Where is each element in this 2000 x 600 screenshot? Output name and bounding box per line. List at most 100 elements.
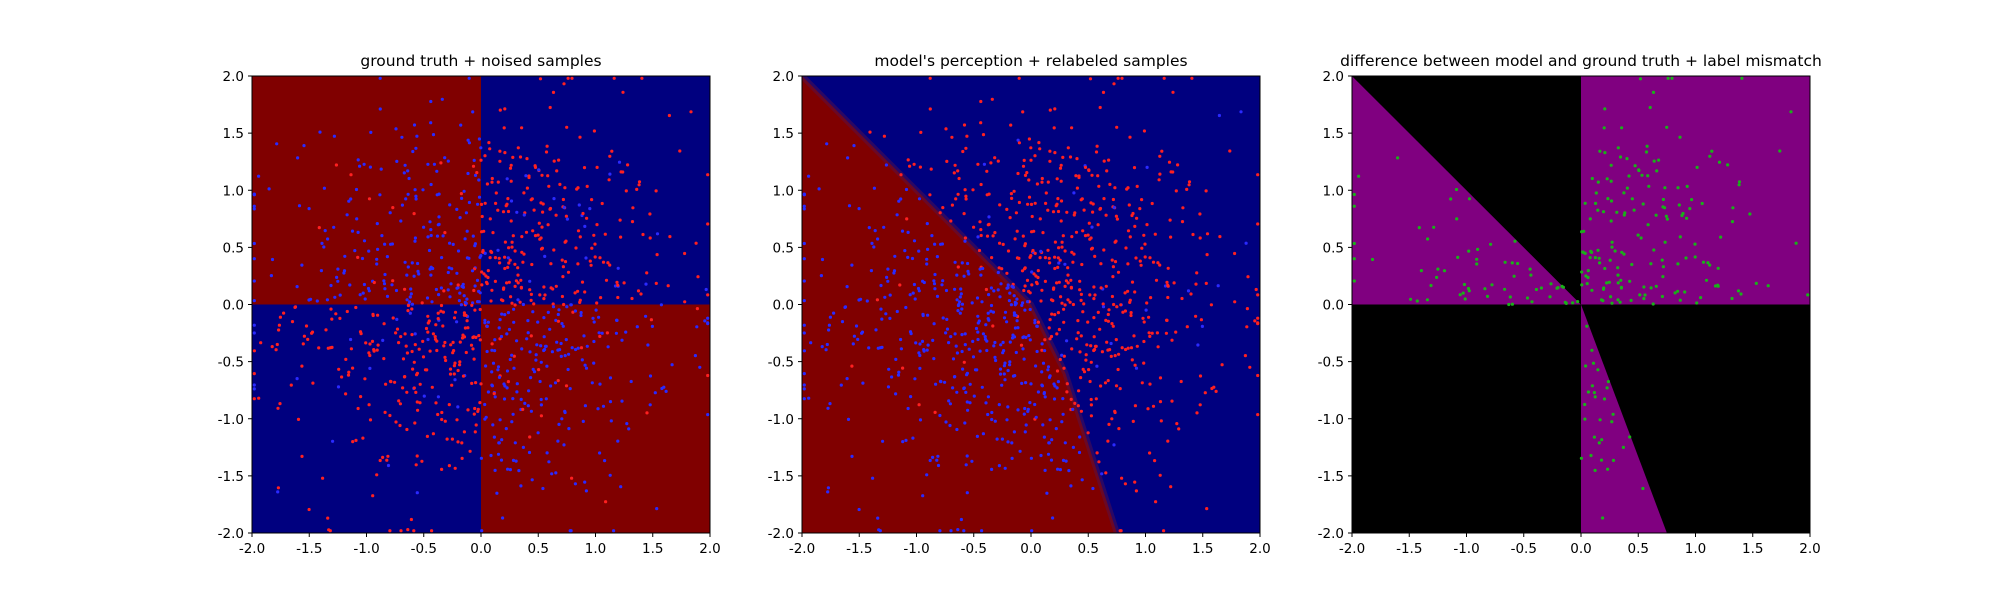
- scatter-point: [1166, 283, 1170, 287]
- scatter-point: [960, 333, 964, 337]
- scatter-point: [1643, 293, 1647, 297]
- scatter-point: [593, 255, 597, 259]
- y-tick-label: 0.0: [773, 298, 794, 314]
- scatter-point: [507, 280, 511, 284]
- scatter-point: [1596, 208, 1600, 212]
- scatter-point: [879, 307, 883, 311]
- scatter-point: [475, 171, 479, 175]
- scatter-point: [434, 287, 438, 292]
- scatter-point: [1028, 255, 1032, 259]
- scatter-point: [1036, 390, 1040, 394]
- scatter-point: [483, 251, 487, 255]
- x-tick-label: 0.5: [1078, 541, 1099, 557]
- plot-area: [1352, 76, 1810, 533]
- scatter-point: [252, 193, 256, 197]
- scatter-point: [949, 219, 953, 223]
- scatter-point: [1170, 338, 1174, 342]
- scatter-point: [1124, 246, 1128, 250]
- scatter-point: [694, 241, 698, 245]
- scatter-point: [1132, 334, 1136, 338]
- scatter-point: [621, 90, 625, 94]
- scatter-point: [450, 267, 454, 271]
- scatter-point: [363, 377, 367, 381]
- scatter-point: [1102, 159, 1106, 163]
- scatter-point: [367, 403, 371, 407]
- scatter-point: [414, 390, 418, 394]
- scatter-point: [336, 279, 340, 283]
- scatter-point: [552, 159, 556, 163]
- scatter-point: [1508, 295, 1512, 299]
- scatter-point: [1599, 458, 1604, 462]
- scatter-point: [430, 385, 434, 389]
- scatter-point: [977, 319, 981, 323]
- scatter-point: [1046, 368, 1050, 372]
- scatter-point: [1026, 300, 1030, 304]
- scatter-point: [1106, 312, 1110, 317]
- scatter-point: [1592, 391, 1596, 395]
- scatter-point: [1006, 440, 1010, 444]
- scatter-point: [398, 402, 402, 406]
- scatter-point: [1622, 252, 1626, 256]
- scatter-point: [477, 334, 481, 338]
- scatter-point: [537, 221, 541, 225]
- scatter-point: [1057, 246, 1061, 250]
- scatter-point: [1228, 149, 1232, 153]
- scatter-point: [408, 311, 412, 315]
- scatter-point: [1072, 213, 1076, 217]
- scatter-point: [535, 343, 539, 347]
- scatter-point: [539, 414, 544, 418]
- scatter-point: [1010, 441, 1014, 445]
- scatter-point: [565, 305, 569, 309]
- scatter-point: [562, 302, 566, 307]
- scatter-point: [1134, 489, 1138, 493]
- scatter-point: [706, 373, 710, 378]
- scatter-point: [513, 249, 517, 253]
- scatter-point: [578, 300, 582, 304]
- scatter-point: [1620, 126, 1624, 130]
- scatter-point: [1628, 435, 1632, 439]
- scatter-point: [564, 214, 569, 218]
- scatter-point: [1005, 320, 1009, 324]
- y-tick-label: -1.0: [1318, 412, 1344, 428]
- scatter-point: [592, 320, 596, 324]
- scatter-point: [1589, 249, 1593, 253]
- scatter-point: [1069, 286, 1073, 290]
- panel-ground-truth: -2.0 -1.5 -1.0 -0.5 0.0 0.5 1.0 1.5 2.0-2.0-1.5-…: [218, 52, 721, 557]
- scatter-point: [1593, 468, 1597, 472]
- scatter-point: [1039, 299, 1043, 303]
- scatter-point: [963, 188, 967, 192]
- scatter-point: [351, 440, 355, 444]
- scatter-point: [505, 332, 509, 336]
- scatter-point: [850, 364, 854, 368]
- scatter-point: [1060, 353, 1064, 357]
- scatter-point: [1593, 395, 1597, 399]
- scatter-point: [495, 491, 499, 495]
- scatter-point: [503, 151, 507, 155]
- scatter-point: [1015, 297, 1019, 301]
- scatter-point: [1602, 126, 1606, 130]
- scatter-point: [935, 294, 940, 298]
- scatter-point: [1078, 435, 1082, 439]
- scatter-point: [1012, 430, 1017, 434]
- scatter-point: [506, 209, 511, 214]
- scatter-point: [471, 347, 475, 351]
- scatter-point: [404, 344, 408, 348]
- scatter-point: [1036, 269, 1040, 273]
- scatter-point: [1115, 217, 1119, 221]
- scatter-point: [441, 324, 445, 328]
- scatter-point: [617, 160, 622, 164]
- scatter-point: [912, 239, 917, 243]
- scatter-point: [1609, 219, 1613, 223]
- y-tick-label: -1.0: [218, 412, 244, 428]
- scatter-point: [896, 373, 901, 377]
- scatter-point: [472, 412, 476, 416]
- scatter-point: [485, 282, 489, 286]
- scatter-point: [383, 287, 387, 291]
- scatter-point: [826, 486, 831, 490]
- scatter-point: [1609, 295, 1613, 299]
- scatter-point: [489, 453, 493, 458]
- scatter-point: [332, 134, 336, 138]
- scatter-point: [570, 346, 574, 350]
- scatter-point: [958, 300, 962, 304]
- scatter-point: [991, 234, 995, 238]
